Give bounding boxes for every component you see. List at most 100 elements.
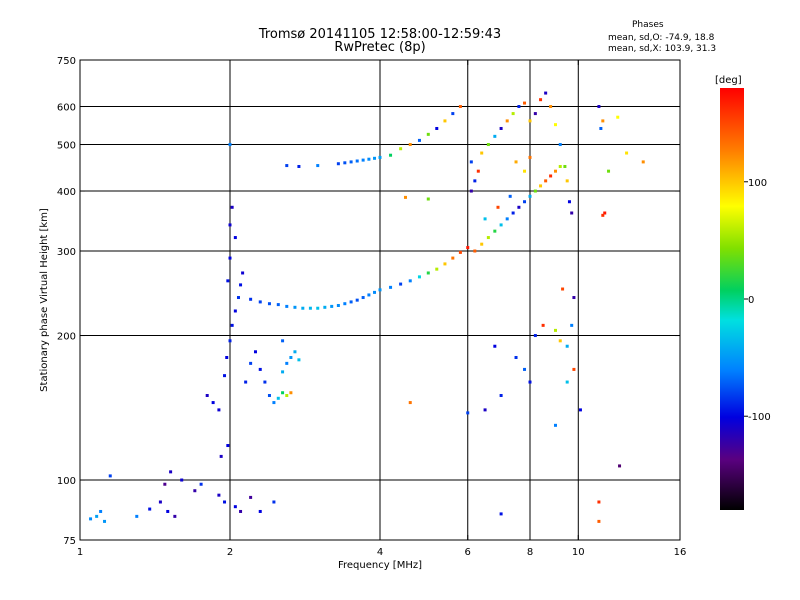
chart-subtitle: RwPretec (8p) bbox=[334, 40, 426, 55]
data-point bbox=[349, 300, 353, 304]
data-point bbox=[417, 138, 421, 142]
data-point bbox=[244, 380, 248, 384]
y-axis-ticks: 75 100 200 300 400 500 600 750 bbox=[57, 56, 680, 547]
data-point bbox=[549, 105, 553, 109]
data-point bbox=[514, 355, 518, 359]
data-point bbox=[169, 470, 173, 474]
data-point bbox=[230, 205, 234, 209]
data-point bbox=[458, 250, 462, 254]
data-point bbox=[173, 514, 177, 518]
data-point bbox=[226, 444, 230, 448]
data-point bbox=[258, 300, 262, 304]
data-point bbox=[258, 367, 262, 371]
data-point bbox=[597, 500, 601, 504]
data-point bbox=[599, 126, 603, 130]
data-point bbox=[399, 147, 403, 151]
data-point bbox=[466, 246, 470, 250]
data-point bbox=[166, 509, 170, 513]
data-point bbox=[217, 408, 221, 412]
data-point bbox=[389, 153, 393, 157]
data-point bbox=[486, 236, 490, 240]
data-point bbox=[533, 112, 537, 116]
data-point bbox=[558, 164, 562, 168]
data-point bbox=[597, 105, 601, 109]
x-axis-ticks: 1 2 4 6 8 10 16 bbox=[77, 60, 686, 558]
data-point bbox=[89, 517, 93, 521]
data-point bbox=[355, 298, 359, 302]
data-point bbox=[272, 500, 276, 504]
data-point bbox=[228, 143, 232, 147]
data-point bbox=[469, 160, 473, 164]
data-point bbox=[565, 344, 569, 348]
data-point bbox=[641, 160, 645, 164]
data-point bbox=[539, 184, 543, 188]
data-point bbox=[466, 411, 470, 415]
x-tick-label: 2 bbox=[227, 547, 233, 558]
data-point bbox=[267, 302, 271, 306]
data-point bbox=[480, 151, 484, 155]
data-points bbox=[89, 91, 645, 523]
data-point bbox=[233, 236, 237, 240]
data-point bbox=[493, 344, 497, 348]
x-axis-label: Frequency [MHz] bbox=[338, 560, 422, 571]
data-point bbox=[578, 408, 582, 412]
data-point bbox=[528, 380, 532, 384]
data-point bbox=[570, 211, 574, 215]
data-point bbox=[572, 296, 576, 300]
data-point bbox=[528, 119, 532, 123]
data-point bbox=[553, 328, 557, 332]
data-point bbox=[565, 179, 569, 183]
data-point bbox=[426, 197, 430, 201]
data-point bbox=[249, 361, 253, 365]
data-point bbox=[361, 296, 365, 300]
data-point bbox=[389, 285, 393, 289]
data-point bbox=[285, 164, 289, 168]
colorbar-tick-label: 0 bbox=[748, 295, 754, 306]
data-point bbox=[601, 213, 605, 217]
data-point bbox=[451, 256, 455, 260]
data-point bbox=[517, 205, 521, 209]
data-point bbox=[223, 500, 227, 504]
data-point bbox=[135, 514, 139, 518]
colorbar-tick-label: 100 bbox=[748, 178, 767, 189]
data-point bbox=[249, 297, 253, 301]
data-point bbox=[523, 367, 527, 371]
data-point bbox=[323, 305, 327, 309]
grid-lines bbox=[80, 60, 680, 540]
data-point bbox=[233, 309, 237, 313]
data-point bbox=[223, 374, 227, 378]
colorbar bbox=[720, 88, 744, 510]
data-point bbox=[378, 288, 382, 292]
data-point bbox=[99, 509, 103, 513]
colorbar-tick-label: -100 bbox=[748, 412, 771, 423]
data-point bbox=[473, 249, 477, 253]
data-point bbox=[289, 391, 293, 395]
data-point bbox=[281, 370, 285, 374]
data-point bbox=[378, 155, 382, 159]
x-tick-label: 4 bbox=[377, 547, 383, 558]
data-point bbox=[301, 306, 305, 310]
data-point bbox=[480, 242, 484, 246]
data-point bbox=[361, 158, 365, 162]
data-point bbox=[219, 454, 223, 458]
data-point bbox=[469, 189, 473, 193]
y-tick-label: 300 bbox=[57, 247, 76, 258]
data-point bbox=[217, 493, 221, 497]
data-point bbox=[435, 126, 439, 130]
data-point bbox=[558, 339, 562, 343]
stats-x-mode: mean, sd,X: 103.9, 31.3 bbox=[608, 44, 717, 54]
data-point bbox=[523, 169, 527, 173]
data-point bbox=[499, 394, 503, 398]
data-point bbox=[263, 380, 267, 384]
data-point bbox=[193, 489, 197, 493]
data-point bbox=[603, 211, 607, 215]
data-point bbox=[349, 160, 353, 164]
data-point bbox=[558, 143, 562, 147]
data-point bbox=[103, 519, 107, 523]
y-tick-label: 500 bbox=[57, 141, 76, 152]
y-axis-label: Stationary phase Virtual Height [km] bbox=[39, 208, 50, 392]
data-point bbox=[616, 115, 620, 119]
data-point bbox=[426, 271, 430, 275]
data-point bbox=[95, 514, 99, 518]
